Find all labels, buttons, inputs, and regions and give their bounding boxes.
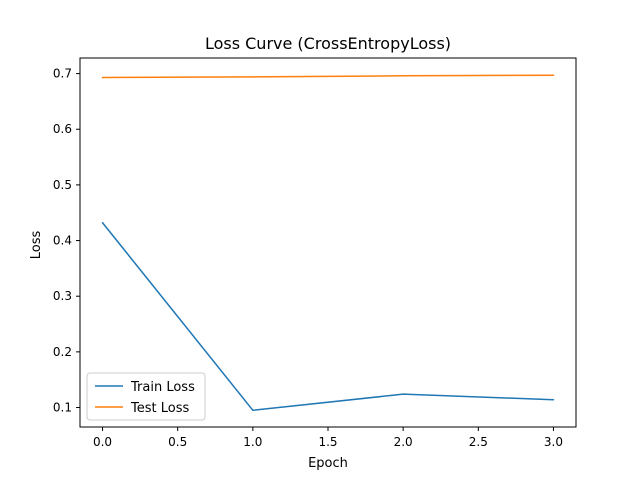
y-axis-label: Loss <box>29 231 44 260</box>
legend-label-train-loss: Train Loss <box>130 380 195 395</box>
x-tick-label: 2.5 <box>469 435 488 449</box>
data-point-test-loss <box>552 74 555 77</box>
y-ticks: 0.1 0.2 0.3 0.4 0.5 0.6 0.7 <box>53 67 80 415</box>
x-tick-label: 3.0 <box>544 435 563 449</box>
x-tick-label: 1.0 <box>243 435 262 449</box>
legend-box <box>86 372 206 421</box>
data-point-train-loss <box>101 221 104 224</box>
chart-title: Loss Curve (CrossEntropyLoss) <box>205 34 451 53</box>
y-tick-label: 0.1 <box>53 401 72 415</box>
y-tick-label: 0.7 <box>53 67 72 81</box>
y-tick-label: 0.2 <box>53 345 72 359</box>
data-point-test-loss <box>101 76 104 79</box>
series-line-train-loss <box>101 222 554 412</box>
legend: Train Loss Test Loss <box>86 372 206 421</box>
data-point-train-loss <box>402 393 404 395</box>
data-point-test-loss <box>252 76 254 78</box>
x-tick-label: 2.0 <box>394 435 413 449</box>
data-point-train-loss <box>552 398 555 401</box>
series-line-test-loss <box>102 74 554 79</box>
x-tick-label: 1.5 <box>318 435 337 449</box>
x-tick-label: 0.0 <box>93 435 112 449</box>
legend-label-test-loss: Test Loss <box>130 401 189 416</box>
series-layer <box>101 74 555 412</box>
data-point-test-loss <box>402 75 404 77</box>
y-tick-label: 0.5 <box>53 178 72 192</box>
x-axis-label: Epoch <box>308 456 348 471</box>
x-ticks: 0.0 0.5 1.0 1.5 2.0 2.5 3.0 <box>93 427 563 449</box>
x-tick-label: 0.5 <box>168 435 187 449</box>
data-point-train-loss <box>252 409 254 412</box>
y-tick-label: 0.3 <box>53 289 72 303</box>
y-tick-label: 0.6 <box>53 122 72 136</box>
y-tick-label: 0.4 <box>53 234 72 248</box>
plot-frame <box>79 57 577 428</box>
